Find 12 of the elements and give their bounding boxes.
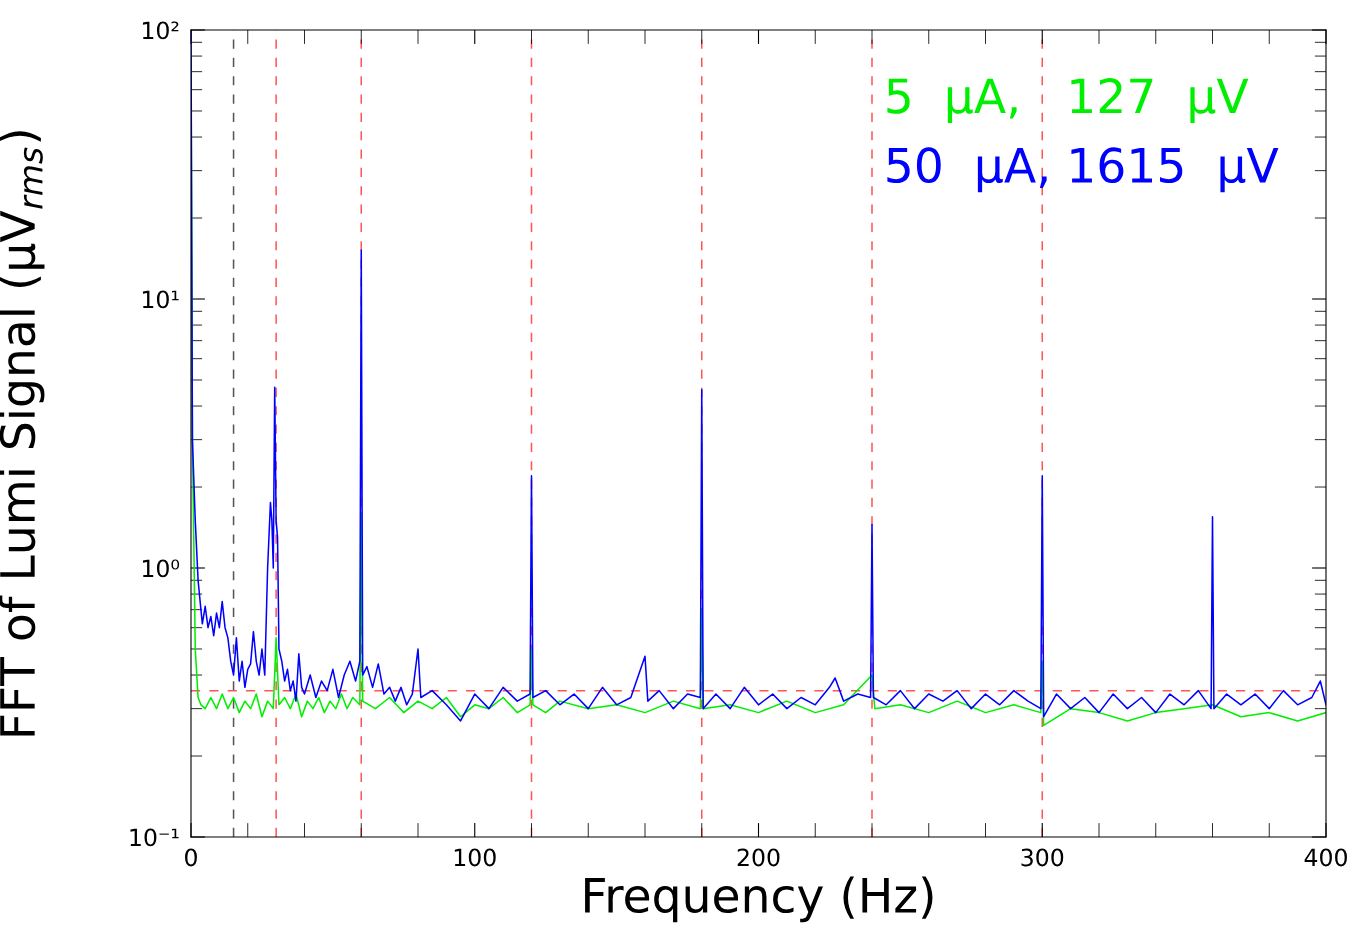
text: 50 μA, 1615 μV xyxy=(887,147,1279,193)
x-axis-title: Frequency (Hz) xyxy=(585,876,933,923)
x-tick-label: 300 xyxy=(1021,848,1064,867)
text: 5 μA, 127 μV xyxy=(887,78,1249,123)
y-tick-label: 10⁻¹ xyxy=(130,828,179,847)
y-tick-label: 10⁰ xyxy=(142,559,180,578)
x-tick-label: 400 xyxy=(1304,848,1347,867)
x-tick-label: 100 xyxy=(454,848,496,867)
x-tick-label: 0 xyxy=(185,848,197,867)
x-tick-label: 200 xyxy=(737,848,780,867)
y-tick-label: 10² xyxy=(142,21,179,40)
y-tick-label: 10¹ xyxy=(142,290,179,309)
